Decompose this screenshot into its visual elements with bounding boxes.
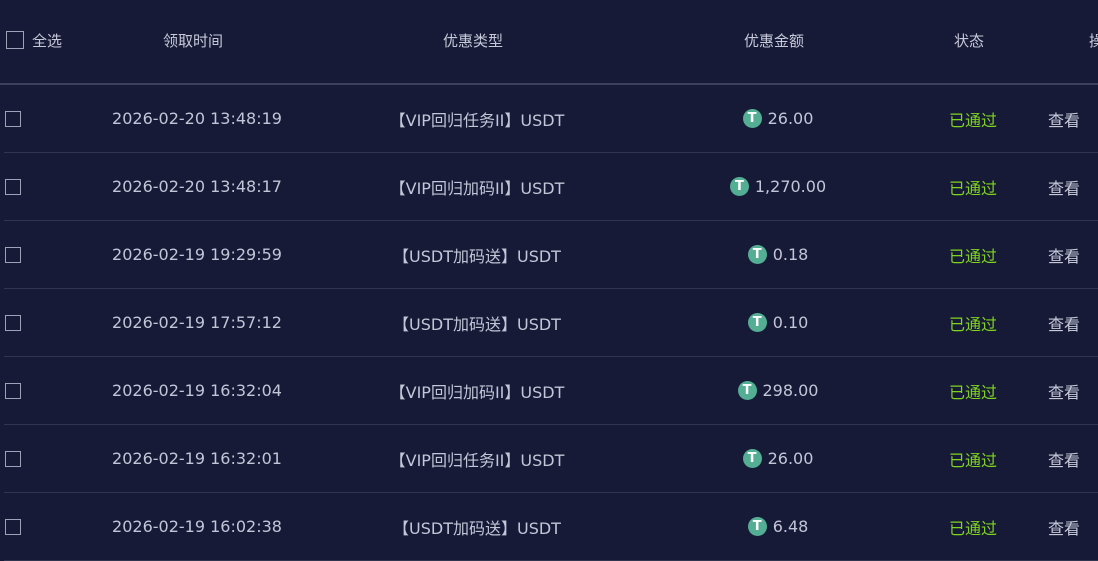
row-select[interactable] <box>5 289 21 356</box>
header-time: 领取时间 <box>162 31 223 50</box>
bonus-amount: T 1,270.00 <box>678 153 878 220</box>
amount-value: 0.18 <box>772 245 809 264</box>
view-button[interactable]: 查看 <box>1048 518 1081 538</box>
table-header: 全选 领取时间 优惠类型 优惠金额 状态 操作 <box>0 0 1098 85</box>
usdt-tether-icon: T <box>747 313 767 332</box>
claim-time: 2026-02-19 16:32:01 <box>112 449 282 468</box>
bonus-type: 【VIP回归任务II】USDT <box>389 110 565 130</box>
bonus-type: 【VIP回归任务II】USDT <box>389 450 565 470</box>
status-badge: 已通过 <box>948 382 997 402</box>
usdt-tether-icon: T <box>742 109 762 128</box>
usdt-tether-icon: T <box>742 449 762 468</box>
view-button[interactable]: 查看 <box>1048 110 1081 130</box>
bonus-amount: T 26.00 <box>678 85 878 152</box>
row-select[interactable] <box>5 85 21 152</box>
row-checkbox[interactable] <box>5 382 21 399</box>
status-badge: 已通过 <box>948 450 997 470</box>
claim-time: 2026-02-20 13:48:19 <box>112 109 282 128</box>
header-type: 优惠类型 <box>442 31 503 50</box>
table-row: 2026-02-19 19:29:59 【USDT加码送】USDT T 0.18 … <box>4 221 1098 289</box>
table-row: 2026-02-20 13:48:19 【VIP回归任务II】USDT T 26.… <box>4 85 1098 153</box>
claim-time: 2026-02-19 16:32:04 <box>112 381 282 400</box>
bonus-type: 【VIP回归加码II】USDT <box>389 382 565 402</box>
amount-value: 6.48 <box>772 517 809 536</box>
status-badge: 已通过 <box>948 518 997 538</box>
select-all[interactable]: 全选 <box>6 0 62 80</box>
amount-value: 298.00 <box>762 381 819 400</box>
usdt-tether-icon: T <box>747 517 767 536</box>
row-checkbox[interactable] <box>5 450 21 467</box>
row-select[interactable] <box>5 221 21 288</box>
row-checkbox[interactable] <box>5 110 21 127</box>
table-row: 2026-02-19 17:57:12 【USDT加码送】USDT T 0.10 … <box>4 289 1098 357</box>
usdt-tether-icon: T <box>729 177 749 196</box>
view-button[interactable]: 查看 <box>1048 178 1081 198</box>
bonus-type: 【USDT加码送】USDT <box>393 518 561 538</box>
status-badge: 已通过 <box>948 314 997 334</box>
bonus-amount: T 0.18 <box>678 221 878 288</box>
claim-time: 2026-02-19 16:02:38 <box>112 517 282 536</box>
row-checkbox[interactable] <box>5 178 21 195</box>
select-all-label: 全选 <box>32 31 63 50</box>
row-select[interactable] <box>5 425 21 492</box>
status-badge: 已通过 <box>948 246 997 266</box>
bonus-amount: T 0.10 <box>678 289 878 356</box>
view-button[interactable]: 查看 <box>1048 382 1081 402</box>
amount-value: 1,270.00 <box>754 177 827 196</box>
table-row: 2026-02-19 16:02:38 【USDT加码送】USDT T 6.48 … <box>4 493 1098 561</box>
view-button[interactable]: 查看 <box>1048 314 1081 334</box>
header-amount: 优惠金额 <box>743 31 804 50</box>
claim-time: 2026-02-20 13:48:17 <box>112 177 282 196</box>
bonus-amount: T 6.48 <box>678 493 878 560</box>
status-badge: 已通过 <box>948 178 997 198</box>
row-select[interactable] <box>5 493 21 560</box>
row-checkbox[interactable] <box>5 314 21 331</box>
bonus-type: 【USDT加码送】USDT <box>393 314 561 334</box>
usdt-tether-icon: T <box>737 381 757 400</box>
bonus-type: 【VIP回归加码II】USDT <box>389 178 565 198</box>
amount-value: 26.00 <box>767 109 814 128</box>
claim-time: 2026-02-19 19:29:59 <box>112 245 282 264</box>
status-badge: 已通过 <box>948 110 997 130</box>
row-select[interactable] <box>5 357 21 424</box>
bonus-amount: T 26.00 <box>678 425 878 492</box>
table-row: 2026-02-19 16:32:01 【VIP回归任务II】USDT T 26.… <box>4 425 1098 493</box>
header-status: 状态 <box>953 31 984 50</box>
amount-value: 0.10 <box>772 313 809 332</box>
row-select[interactable] <box>5 153 21 220</box>
header-action: 操作 <box>1089 31 1098 50</box>
table-row: 2026-02-20 13:48:17 【VIP回归加码II】USDT T 1,2… <box>4 153 1098 221</box>
select-all-checkbox[interactable] <box>6 31 24 49</box>
view-button[interactable]: 查看 <box>1048 246 1081 266</box>
view-button[interactable]: 查看 <box>1048 450 1081 470</box>
claim-time: 2026-02-19 17:57:12 <box>112 313 282 332</box>
table-row: 2026-02-19 16:32:04 【VIP回归加码II】USDT T 298… <box>4 357 1098 425</box>
usdt-tether-icon: T <box>747 245 767 264</box>
bonus-amount: T 298.00 <box>678 357 878 424</box>
row-checkbox[interactable] <box>5 246 21 263</box>
amount-value: 26.00 <box>767 449 814 468</box>
row-checkbox[interactable] <box>5 518 21 535</box>
bonus-type: 【USDT加码送】USDT <box>393 246 561 266</box>
